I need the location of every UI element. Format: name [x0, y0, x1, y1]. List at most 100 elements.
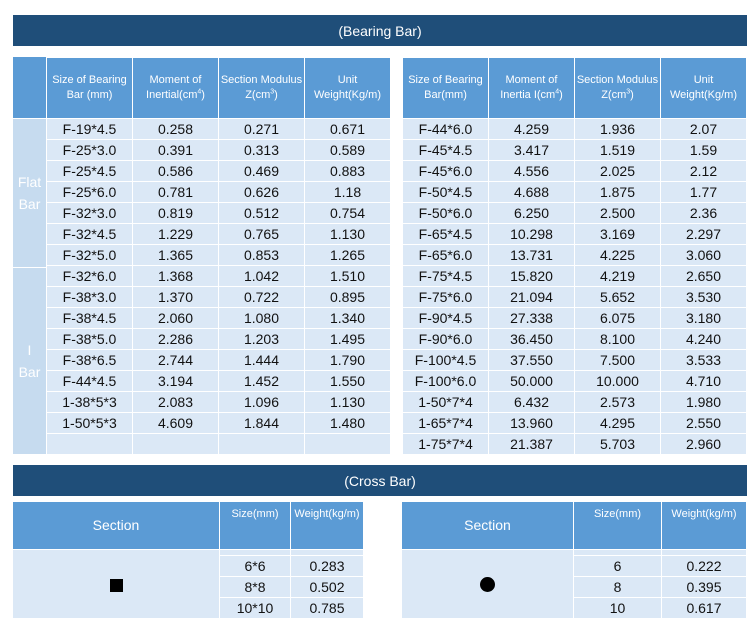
table-row: F-32*3.0 0.819 0.512 0.754 — [47, 203, 390, 223]
size-cell: F-44*6.0 — [403, 119, 488, 139]
header-moment: Moment of Inertia I(cm4) — [489, 58, 574, 118]
size-cell: F-32*6.0 — [47, 266, 132, 286]
weight-cell: 0.589 — [305, 140, 390, 160]
modulus-cell: 0.271 — [219, 119, 304, 139]
table-row: F-38*4.5 2.060 1.080 1.340 — [47, 308, 390, 328]
table-row: F-100*6.0 50.000 10.000 4.710 — [403, 371, 746, 391]
table-row: 1-50*7*4 6.432 2.573 1.980 — [403, 392, 746, 412]
size-cell: F-75*6.0 — [403, 287, 488, 307]
moment-cell: 10.298 — [489, 224, 574, 244]
size-cell: F-65*4.5 — [403, 224, 488, 244]
moment-cell: 4.259 — [489, 119, 574, 139]
moment-cell: 0.586 — [133, 161, 218, 181]
modulus-cell: 4.295 — [575, 413, 660, 433]
moment-cell — [133, 434, 218, 454]
moment-cell: 1.370 — [133, 287, 218, 307]
moment-cell: 3.417 — [489, 140, 574, 160]
header-moment: Moment of Inertial(cm4) — [133, 58, 218, 118]
weight-cell: 2.07 — [661, 119, 746, 139]
modulus-cell: 2.500 — [575, 203, 660, 223]
moment-cell: 0.391 — [133, 140, 218, 160]
weight-cell: 2.550 — [661, 413, 746, 433]
flat-bar-label: Flat Bar — [17, 174, 42, 212]
moment-cell: 2.744 — [133, 350, 218, 370]
size-cell: F-25*6.0 — [47, 182, 132, 202]
group-header-spacer — [13, 57, 46, 118]
table-row: F-50*6.0 6.250 2.500 2.36 — [403, 203, 746, 223]
modulus-cell: 7.500 — [575, 350, 660, 370]
moment-cell: 13.960 — [489, 413, 574, 433]
table-row: F-32*5.0 1.365 0.853 1.265 — [47, 245, 390, 265]
weight-cell: 2.12 — [661, 161, 746, 181]
weight-cell: 2.297 — [661, 224, 746, 244]
size-cell: 8 — [574, 577, 661, 597]
weight-cell: 0.502 — [291, 577, 363, 597]
moment-cell: 2.083 — [133, 392, 218, 412]
size-cell: 6*6 — [220, 556, 290, 576]
weight-cell: 1.130 — [305, 224, 390, 244]
size-cell: F-25*3.0 — [47, 140, 132, 160]
table-row: 1-65*7*4 13.960 4.295 2.550 — [403, 413, 746, 433]
moment-cell: 6.250 — [489, 203, 574, 223]
header-section: Section — [13, 502, 219, 549]
weight-cell: 0.222 — [662, 556, 746, 576]
modulus-cell: 2.025 — [575, 161, 660, 181]
weight-cell: 0.395 — [662, 577, 746, 597]
table-row: 1-38*5*3 2.083 1.096 1.130 — [47, 392, 390, 412]
size-cell: F-90*4.5 — [403, 308, 488, 328]
size-cell: F-50*4.5 — [403, 182, 488, 202]
size-cell: F-25*4.5 — [47, 161, 132, 181]
weight-cell: 0.895 — [305, 287, 390, 307]
table-row: F-32*4.5 1.229 0.765 1.130 — [47, 224, 390, 244]
weight-cell — [305, 434, 390, 454]
weight-cell: 1.18 — [305, 182, 390, 202]
cross-bar-banner: (Cross Bar) — [13, 465, 747, 496]
spacer-cell — [220, 550, 290, 555]
size-cell: F-100*6.0 — [403, 371, 488, 391]
moment-cell: 21.094 — [489, 287, 574, 307]
size-cell: F-50*6.0 — [403, 203, 488, 223]
moment-cell: 15.820 — [489, 266, 574, 286]
weight-cell: 0.617 — [662, 598, 746, 618]
header-size: Size of Bearing Bar(mm) — [403, 58, 488, 118]
table-row: F-38*3.0 1.370 0.722 0.895 — [47, 287, 390, 307]
bearing-bar-banner: (Bearing Bar) — [13, 15, 747, 46]
moment-cell: 21.387 — [489, 434, 574, 454]
weight-cell: 4.240 — [661, 329, 746, 349]
moment-cell: 1.229 — [133, 224, 218, 244]
modulus-cell — [219, 434, 304, 454]
section-shape-cell — [13, 550, 219, 618]
table-row: F-100*4.5 37.550 7.500 3.533 — [403, 350, 746, 370]
table-row: F-90*4.5 27.338 6.075 3.180 — [403, 308, 746, 328]
spacer-cell — [574, 550, 661, 555]
size-cell: 10 — [574, 598, 661, 618]
weight-cell: 0.754 — [305, 203, 390, 223]
section-shape-cell — [402, 550, 573, 618]
table-row: F-32*6.0 1.368 1.042 1.510 — [47, 266, 390, 286]
modulus-cell: 1.203 — [219, 329, 304, 349]
table-row: F-50*4.5 4.688 1.875 1.77 — [403, 182, 746, 202]
table-row: 1-75*7*4 21.387 5.703 2.960 — [403, 434, 746, 454]
spacer-cell — [662, 550, 746, 555]
moment-cell: 1.368 — [133, 266, 218, 286]
modulus-cell: 6.075 — [575, 308, 660, 328]
size-cell: F-45*6.0 — [403, 161, 488, 181]
modulus-cell: 8.100 — [575, 329, 660, 349]
weight-cell: 3.533 — [661, 350, 746, 370]
header-weight: Weight(kg/m) — [291, 502, 363, 549]
size-cell: 8*8 — [220, 577, 290, 597]
group-label-i-bar: I Bar — [13, 268, 46, 454]
weight-cell: 1.130 — [305, 392, 390, 412]
modulus-cell: 1.844 — [219, 413, 304, 433]
modulus-cell: 0.469 — [219, 161, 304, 181]
weight-cell: 0.283 — [291, 556, 363, 576]
cross-bar-table-right: Section Size(mm) Weight(kg/m) 6 0.222 8 … — [401, 501, 747, 619]
table-row: F-90*6.0 36.450 8.100 4.240 — [403, 329, 746, 349]
i-bar-label: I Bar — [18, 342, 41, 380]
modulus-cell: 1.936 — [575, 119, 660, 139]
moment-cell: 13.731 — [489, 245, 574, 265]
table-row: F-44*6.0 4.259 1.936 2.07 — [403, 119, 746, 139]
size-cell: F-45*4.5 — [403, 140, 488, 160]
size-cell: 1-75*7*4 — [403, 434, 488, 454]
modulus-cell: 1.452 — [219, 371, 304, 391]
